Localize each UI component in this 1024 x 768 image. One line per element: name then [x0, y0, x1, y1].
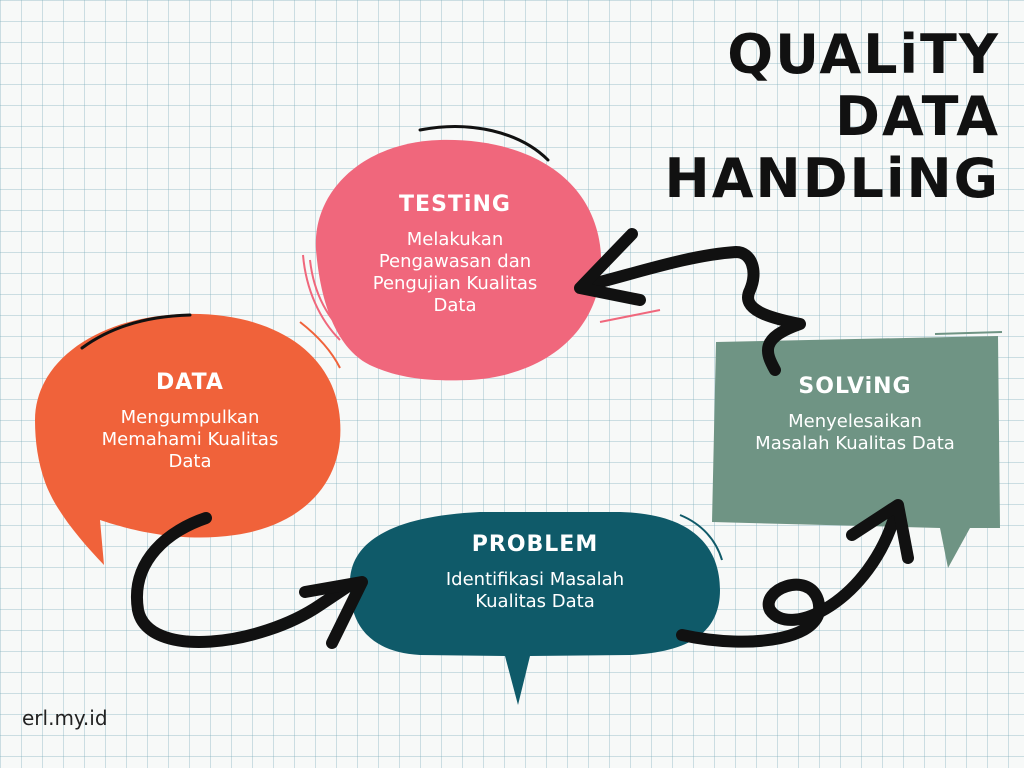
node-problem-desc-line: Kualitas Data: [475, 591, 595, 612]
node-solving-desc-line: Masalah Kualitas Data: [755, 433, 955, 454]
data-bubble: [35, 313, 341, 565]
solving-accent-stroke: [934, 331, 1003, 335]
data-accent-stroke-2: [299, 321, 341, 369]
node-solving-desc-line: Menyelesaikan: [788, 411, 922, 432]
node-problem-desc: Identifikasi Masalah Kualitas Data: [390, 569, 680, 613]
node-data: DATA Mengumpulkan Memahami Kualitas Data: [60, 370, 320, 473]
node-solving-label: SOLViNG: [798, 374, 912, 399]
node-testing-label: TESTiNG: [399, 192, 511, 217]
node-data-desc-line: Data: [168, 451, 212, 472]
node-data-label: DATA: [156, 370, 224, 395]
arrow-data-to-problem: [130, 512, 356, 648]
node-solving-desc: Menyelesaikan Masalah Kualitas Data: [710, 411, 1000, 455]
arrow-problem-to-solving-head: [846, 499, 914, 564]
problem-accent-stroke: [679, 514, 723, 561]
arrow-data-to-problem-head: [299, 576, 368, 649]
node-problem-desc-line: Identifikasi Masalah: [445, 569, 625, 590]
testing-accent-stroke: [418, 125, 550, 162]
node-problem-label: PROBLEM: [471, 532, 599, 557]
node-testing-desc-line: Pengawasan dan: [378, 251, 532, 272]
title-line-3: HANDLiNG: [664, 147, 1000, 210]
arrow-pink-accent: [599, 309, 661, 323]
problem-bubble: [349, 512, 720, 705]
title-line-1: QUALiTY: [727, 23, 1000, 86]
node-testing-desc-line: Melakukan: [406, 229, 504, 250]
node-testing-desc-line: Data: [433, 295, 477, 316]
node-data-desc: Mengumpulkan Memahami Kualitas Data: [60, 407, 320, 473]
testing-accent-stroke-2: [302, 254, 341, 341]
node-problem: PROBLEM Identifikasi Masalah Kualitas Da…: [390, 532, 680, 613]
title-line-2: DATA: [835, 85, 1000, 148]
node-data-desc-line: Memahami Kualitas: [101, 429, 279, 450]
node-testing-desc: Melakukan Pengawasan dan Pengujian Kuali…: [330, 229, 580, 317]
watermark: erl.my.id: [22, 706, 108, 730]
testing-accent-stroke-3: [309, 259, 353, 341]
arrow-problem-to-solving: [676, 509, 901, 648]
solving-bubble: [712, 336, 1000, 568]
testing-bubble: [315, 139, 602, 381]
arrow-solving-to-testing-head: [574, 228, 646, 306]
node-data-desc-line: Mengumpulkan: [120, 407, 260, 428]
page-title: QUALiTY DATA HANDLiNG: [580, 24, 1000, 210]
node-solving: SOLViNG Menyelesaikan Masalah Kualitas D…: [710, 374, 1000, 455]
node-testing: TESTiNG Melakukan Pengawasan dan Penguji…: [330, 192, 580, 317]
arrow-solving-to-testing: [579, 246, 806, 376]
node-testing-desc-line: Pengujian Kualitas: [372, 273, 538, 294]
data-accent-stroke: [80, 313, 192, 350]
